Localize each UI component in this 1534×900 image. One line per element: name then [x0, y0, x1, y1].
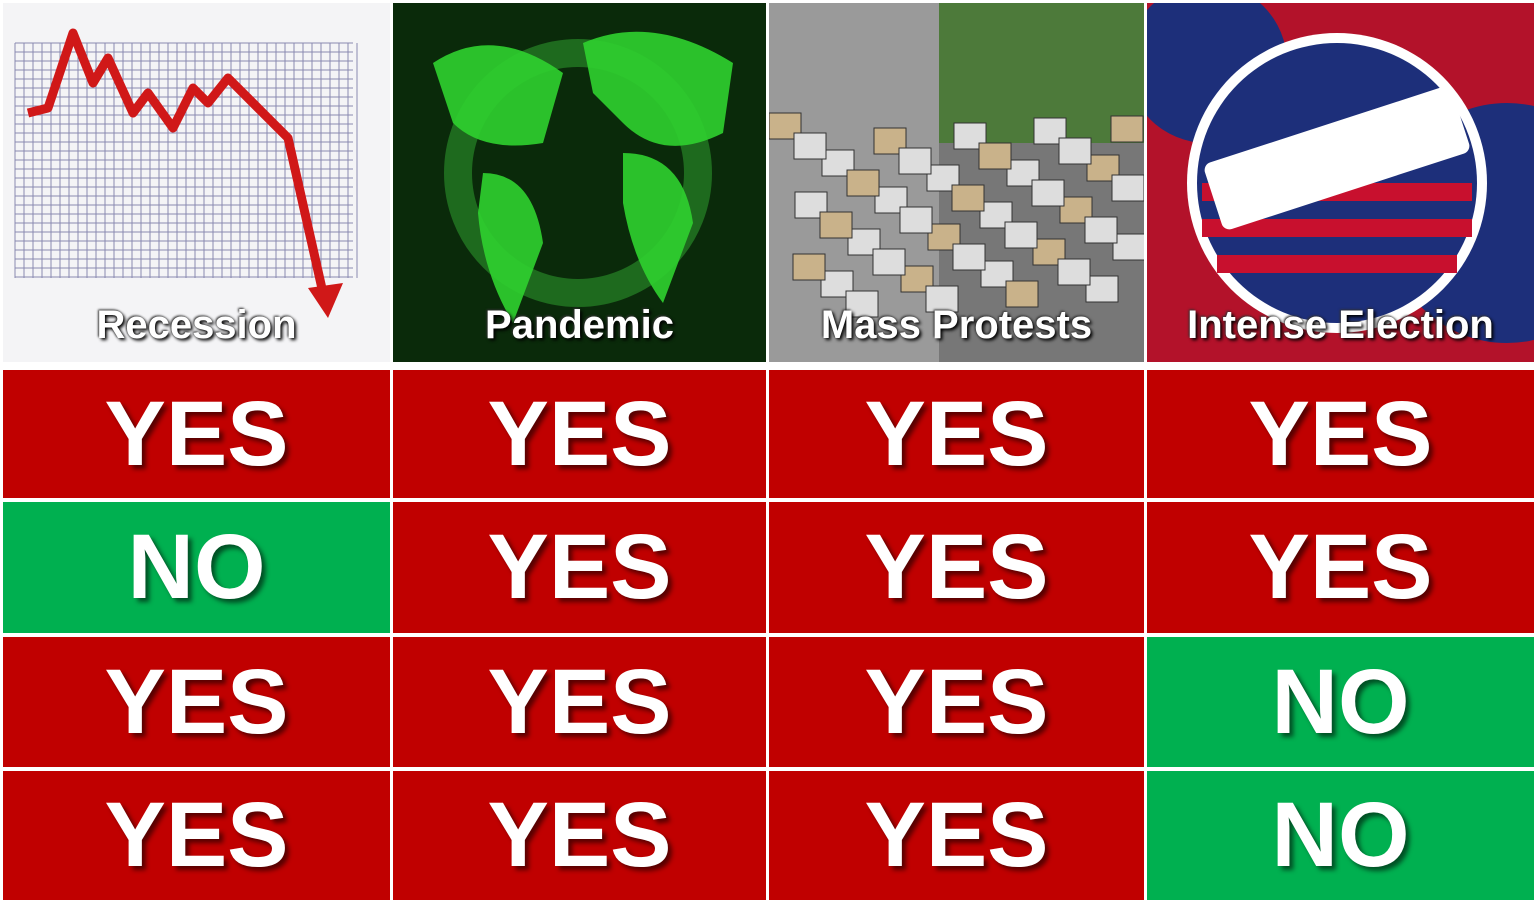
answer-cell: NO	[1147, 637, 1534, 767]
header-label: Pandemic	[485, 303, 674, 347]
answer-cell: YES	[3, 771, 390, 900]
answer-cell: YES	[393, 637, 766, 767]
answer-cell: YES	[769, 637, 1144, 767]
header-image: Recession	[3, 3, 390, 362]
header-art	[3, 3, 390, 362]
answer-cell: NO	[3, 502, 390, 633]
header-image: Mass Protests	[769, 3, 1144, 362]
header-art	[1147, 3, 1534, 362]
answer-cell: YES	[769, 370, 1144, 498]
answer-cell: YES	[3, 637, 390, 767]
answer-cell: NO	[1147, 771, 1534, 900]
answer-cell: YES	[393, 502, 766, 633]
header-label: Mass Protests	[820, 303, 1093, 347]
answer-cell: YES	[393, 771, 766, 900]
answer-cell: YES	[769, 771, 1144, 900]
header-label: Recession	[96, 303, 297, 347]
header-image: Pandemic	[393, 3, 766, 362]
answer-cell: YES	[3, 370, 390, 498]
header-art	[393, 3, 766, 362]
answer-cell: YES	[393, 370, 766, 498]
answer-cell: YES	[1147, 370, 1534, 498]
answer-cell: YES	[1147, 502, 1534, 633]
answer-cell: YES	[769, 502, 1144, 633]
header-art	[769, 3, 1144, 362]
header-label: Intense Election	[1187, 303, 1494, 347]
header-image: Intense Election	[1147, 3, 1534, 362]
